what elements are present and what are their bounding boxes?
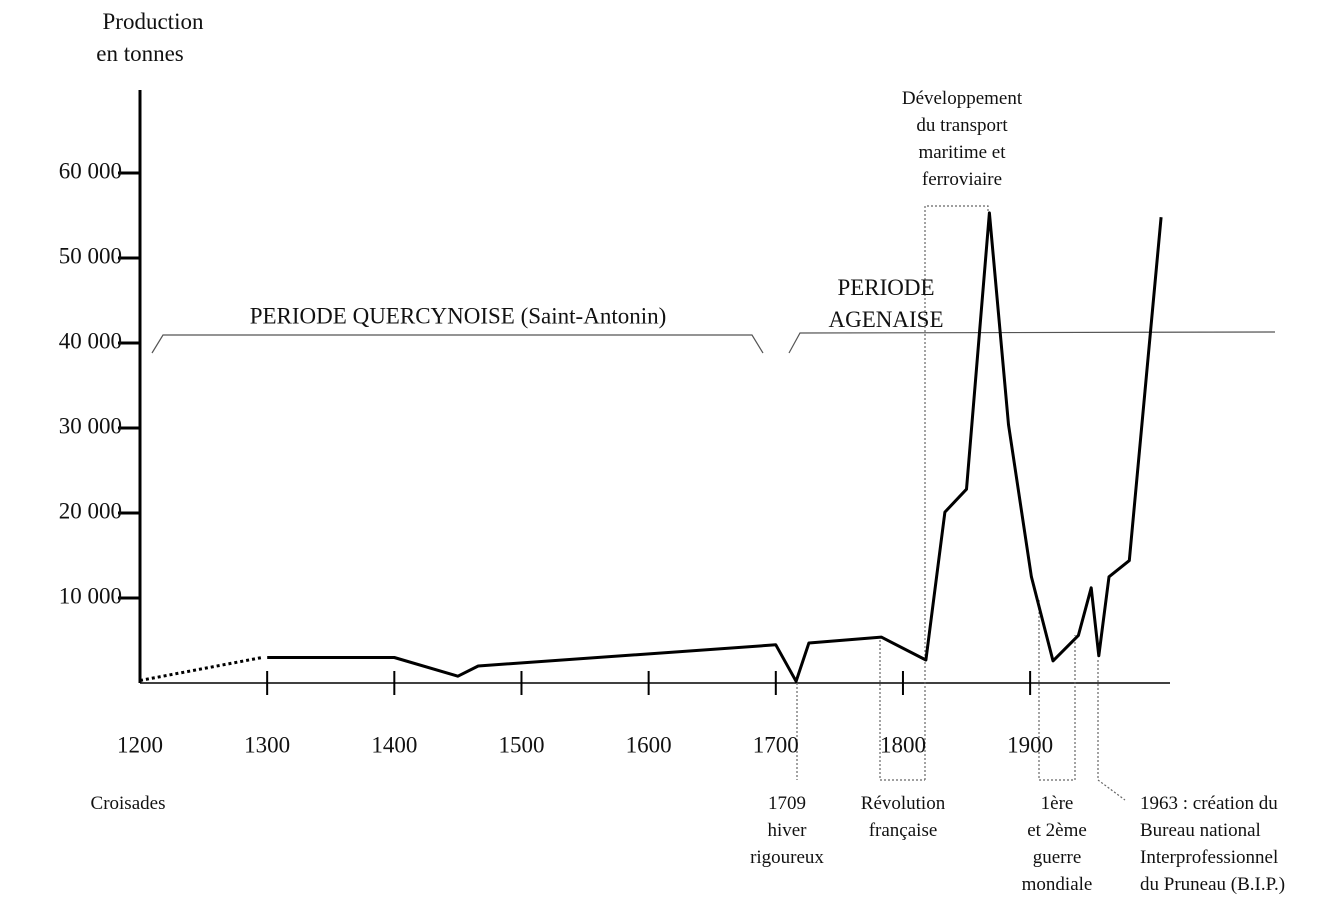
y-axis-label-line: en tonnes <box>96 41 184 66</box>
data-line <box>139 656 263 682</box>
y-axis-label-line: Production <box>103 9 204 34</box>
y-tick-label: 30 000 <box>59 413 122 438</box>
x-tick-label: 1900 <box>1007 732 1053 757</box>
period-bracket <box>788 331 1276 354</box>
annotation-line: 1ère <box>1041 793 1074 814</box>
period-label: PERIODE AGENAISE <box>829 275 944 332</box>
period-label: PERIODE QUERCYNOISE (Saint-Antonin) <box>250 303 667 328</box>
annotation-line: mondiale <box>1022 874 1093 895</box>
x-tick-label: 1400 <box>371 732 417 757</box>
annotation-line: maritime et <box>918 142 1006 163</box>
annotation-line: ferroviaire <box>922 169 1002 190</box>
annotation: Croisades <box>91 793 166 814</box>
annotation-line: guerre <box>1033 847 1082 868</box>
annotation-line: Croisades <box>91 793 166 814</box>
y-tick-label: 20 000 <box>59 498 122 523</box>
annotation-line: du transport <box>916 115 1008 136</box>
x-tick-label: 1300 <box>244 732 290 757</box>
annotation-line: Interprofessionnel <box>1140 847 1278 868</box>
annotation-guide <box>1038 600 1076 781</box>
x-tick-label: 1800 <box>880 732 926 757</box>
annotation-line: 1709 <box>768 793 806 814</box>
data-line <box>267 211 1163 683</box>
annotation: 1709 hiver rigoureux <box>750 793 824 868</box>
x-tick-label: 1500 <box>498 732 544 757</box>
annotation-line: du Pruneau (B.I.P.) <box>1140 874 1285 895</box>
y-tick-label: 10 000 <box>59 583 122 608</box>
annotation: Révolution française <box>861 793 946 841</box>
annotation: 1963 : création du Bureau national Interpr… <box>1140 793 1285 895</box>
x-tick-label: 1200 <box>117 732 163 757</box>
annotation-guide <box>924 205 989 780</box>
annotation-line: et 2ème <box>1027 820 1087 841</box>
annotation-line: Développement <box>902 88 1023 109</box>
annotation: 1ère et 2ème guerre mondiale <box>1022 793 1093 895</box>
annotation-guide <box>879 640 925 781</box>
x-tick-label: 1700 <box>753 732 799 757</box>
annotation-line: française <box>869 820 938 841</box>
annotation-guide <box>1097 660 1126 801</box>
period-label-line: PERIODE <box>837 275 934 300</box>
annotation-line: rigoureux <box>750 847 824 868</box>
y-tick-label: 40 000 <box>59 328 122 353</box>
annotation-line: Révolution <box>861 793 946 814</box>
y-tick-label: 60 000 <box>59 158 122 183</box>
x-tick-label: 1600 <box>626 732 672 757</box>
annotation-line: Bureau national <box>1140 820 1261 841</box>
annotation: Développement du transport maritime et ferr… <box>902 88 1023 190</box>
annotation-line: 1963 : création du <box>1140 793 1278 814</box>
period-bracket <box>151 334 764 354</box>
annotation-line: hiver <box>767 820 807 841</box>
period-label-line: AGENAISE <box>829 307 944 332</box>
y-tick-label: 50 000 <box>59 243 122 268</box>
y-axis-label: Production en tonnes <box>96 9 204 66</box>
